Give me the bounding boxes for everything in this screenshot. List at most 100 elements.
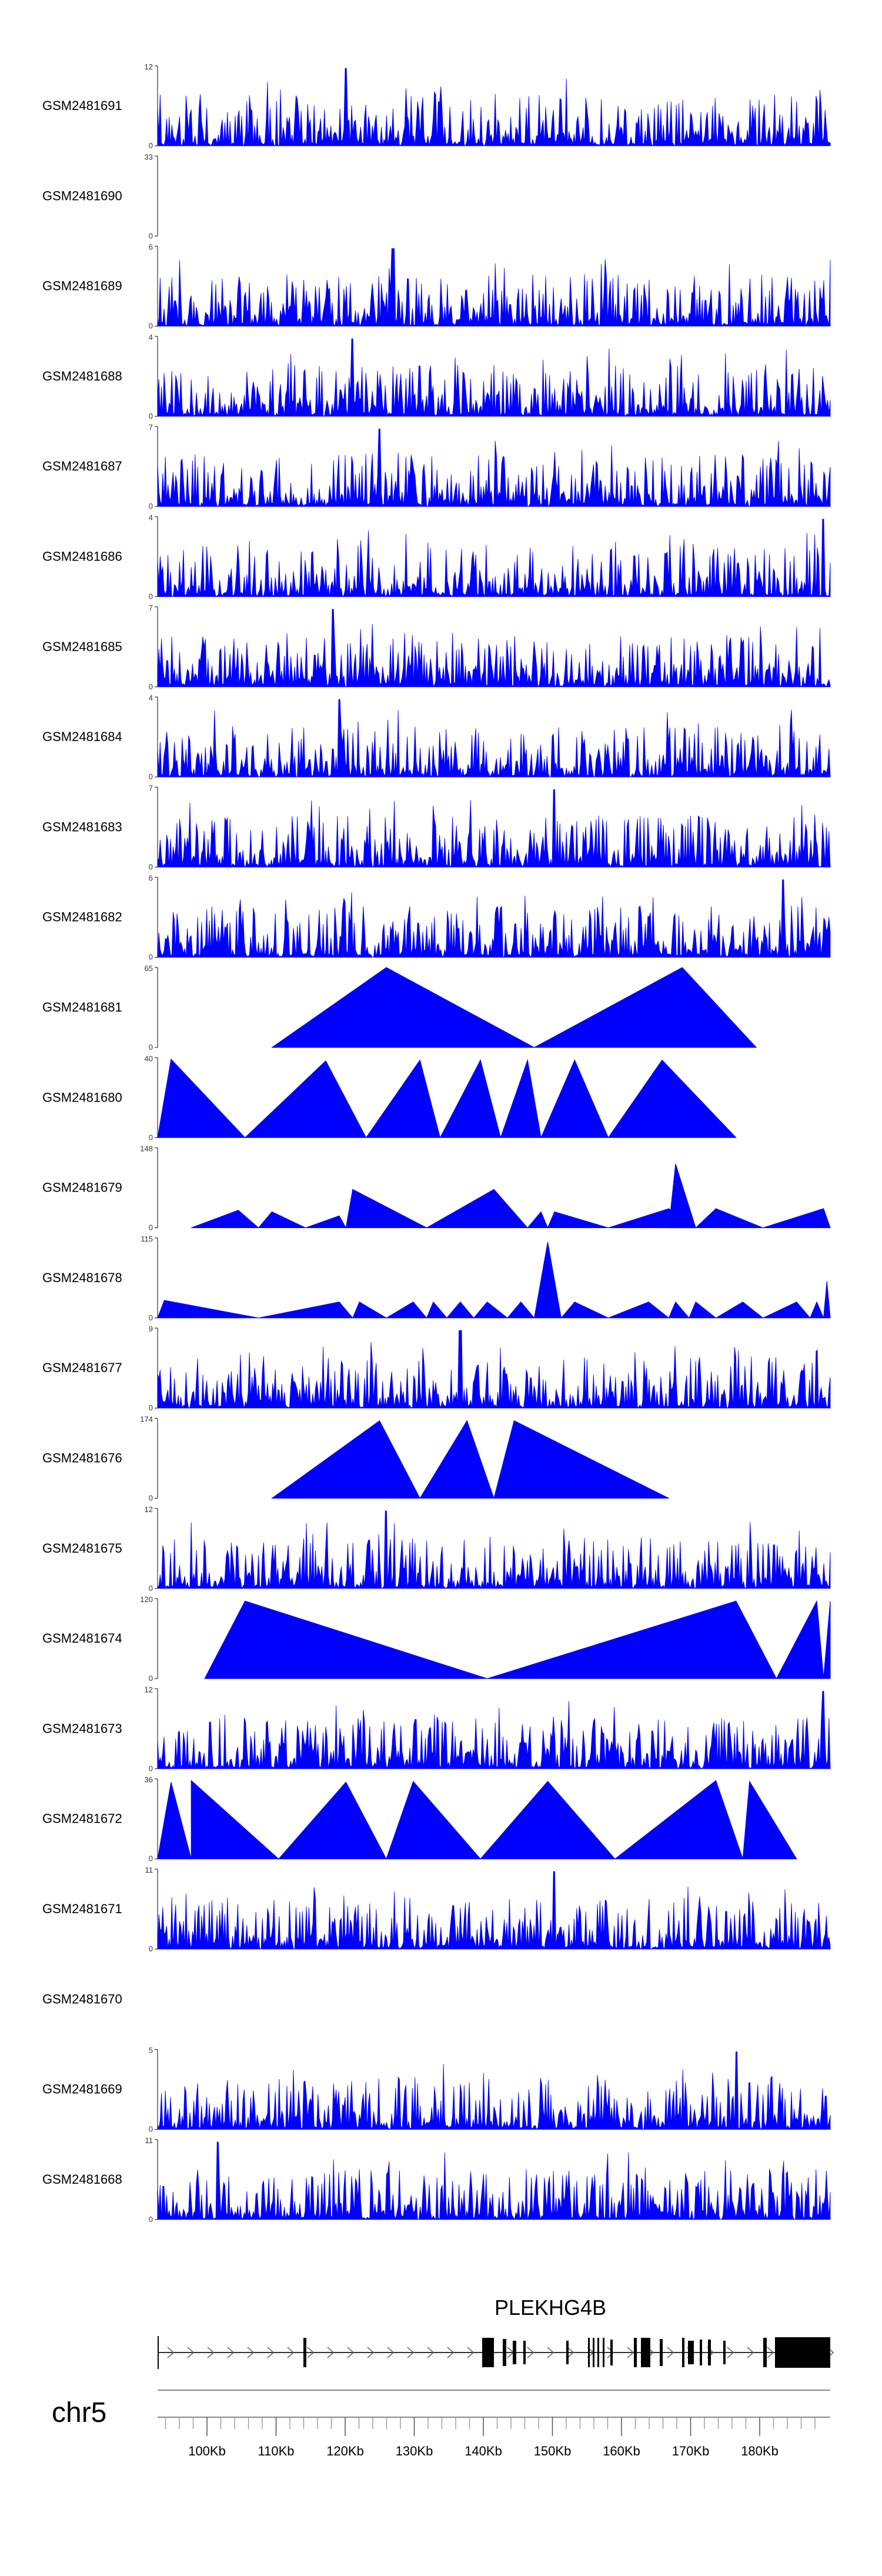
track-label: GSM2481681 [42, 1000, 122, 1015]
y-min-label: 0 [149, 412, 153, 421]
coverage-peak [270, 1420, 421, 1499]
y-max-label: 4 [149, 693, 153, 702]
y-max-label: 11 [145, 2136, 153, 2145]
track-GSM2481682: GSM2481682 6 0 [42, 874, 831, 962]
track-label: GSM2481671 [42, 1901, 122, 1916]
coverage-peak [270, 967, 534, 1048]
coverage-area [157, 879, 831, 958]
coverage-peak [258, 1211, 306, 1229]
coverage-peak [689, 1301, 717, 1319]
y-min-label: 0 [149, 1854, 153, 1863]
track-GSM2481675: GSM2481675 12 0 [42, 1505, 831, 1593]
track-label: GSM2481685 [42, 639, 122, 654]
coverage-peak [473, 1302, 509, 1319]
exon [588, 2338, 590, 2367]
strand-arrow [467, 2347, 475, 2358]
coverage-peak [614, 1780, 744, 1860]
coverage-peak [425, 1189, 529, 1229]
coverage-peak [668, 1301, 690, 1319]
y-min-label: 0 [149, 1764, 153, 1773]
coverage-peak [809, 1301, 824, 1319]
exon [634, 2338, 637, 2367]
track-GSM2481670: GSM2481670 [42, 1991, 122, 2006]
exon [303, 2338, 306, 2367]
exon [482, 2338, 494, 2367]
exon [610, 2340, 613, 2365]
track-label: GSM2481674 [42, 1631, 122, 1646]
y-min-label: 0 [149, 322, 153, 331]
track-GSM2481672: GSM2481672 36 0 [42, 1776, 797, 1863]
utr-block [775, 2337, 830, 2368]
y-min-label: 0 [149, 1584, 153, 1593]
y-max-label: 40 [145, 1054, 153, 1063]
y-max-label: 6 [149, 874, 153, 883]
coverage-peak [419, 1420, 495, 1499]
y-min-label: 0 [149, 953, 153, 962]
y-max-label: 7 [149, 423, 153, 432]
coverage-peak [191, 1210, 259, 1229]
y-max-label: 12 [145, 1685, 153, 1694]
coverage-peak [426, 1301, 447, 1319]
strand-arrow [187, 2347, 195, 2358]
y-max-label: 174 [140, 1415, 153, 1424]
track-GSM2481691: GSM2481691 12 0 [42, 62, 831, 150]
y-max-label: 5 [149, 2046, 153, 2055]
coverage-peak [157, 1781, 192, 1860]
coverage-peak [191, 1780, 280, 1860]
track-GSM2481668: GSM2481668 11 0 [42, 2136, 831, 2224]
exon [566, 2341, 569, 2364]
exon [660, 2339, 663, 2366]
coverage-peak [607, 1059, 737, 1138]
coverage-peak [352, 1301, 387, 1319]
track-label: GSM2481686 [42, 549, 122, 564]
track-label: GSM2481690 [42, 188, 122, 203]
coverage-peak [385, 1302, 427, 1319]
y-min-label: 0 [149, 1043, 153, 1052]
exon [763, 2338, 767, 2367]
coverage-area [157, 609, 831, 688]
track-label: GSM2481680 [42, 1090, 122, 1105]
exon [523, 2341, 526, 2364]
y-max-label: 12 [145, 62, 153, 71]
strand-arrow [627, 2347, 634, 2358]
y-min-label: 0 [149, 1944, 153, 1953]
strand-arrow [427, 2347, 435, 2358]
track-GSM2481683: GSM2481683 7 0 [42, 783, 831, 871]
y-min-label: 0 [149, 1403, 153, 1412]
y-max-label: 6 [149, 243, 153, 252]
coverage-peak [157, 1058, 246, 1138]
coverage-peak [365, 1059, 441, 1138]
y-max-label: 36 [145, 1776, 153, 1784]
strand-arrow [567, 2347, 574, 2358]
axis-tick-label: 100Kb [188, 2444, 226, 2458]
track-label: GSM2481675 [42, 1541, 122, 1556]
coverage-peak [823, 1601, 831, 1679]
strand-arrow [447, 2347, 455, 2358]
track-label: GSM2481684 [42, 729, 122, 744]
coverage-peak [560, 1302, 609, 1319]
strand-arrow [307, 2347, 315, 2358]
track-GSM2481671: GSM2481671 11 0 [42, 1866, 831, 1953]
track-label: GSM2481669 [42, 2082, 122, 2097]
coverage-area [157, 338, 831, 417]
y-min-label: 0 [149, 1223, 153, 1232]
strand-arrow [387, 2347, 395, 2358]
coverage-tracks: GSM2481691120GSM2481690330GSM248168960GS… [42, 62, 831, 2224]
track-GSM2481679: GSM2481679 148 0 [42, 1144, 831, 1232]
strand-arrow [747, 2347, 754, 2358]
y-max-label: 120 [140, 1595, 153, 1604]
coverage-area [157, 1510, 831, 1590]
exon [503, 2339, 506, 2366]
coverage-peak [480, 1781, 616, 1860]
axis-tick-label: 140Kb [465, 2444, 502, 2458]
y-min-label: 0 [149, 1313, 153, 1322]
coverage-peak [278, 1781, 387, 1860]
track-GSM2481687: GSM2481687 7 0 [42, 423, 831, 510]
y-min-label: 0 [149, 2215, 153, 2224]
track-GSM2481684: GSM2481684 4 0 [42, 693, 831, 781]
track-GSM2481674: GSM2481674 120 0 [42, 1595, 831, 1683]
exon [513, 2341, 516, 2364]
coverage-area [157, 699, 831, 778]
coverage-area [157, 1691, 831, 1770]
